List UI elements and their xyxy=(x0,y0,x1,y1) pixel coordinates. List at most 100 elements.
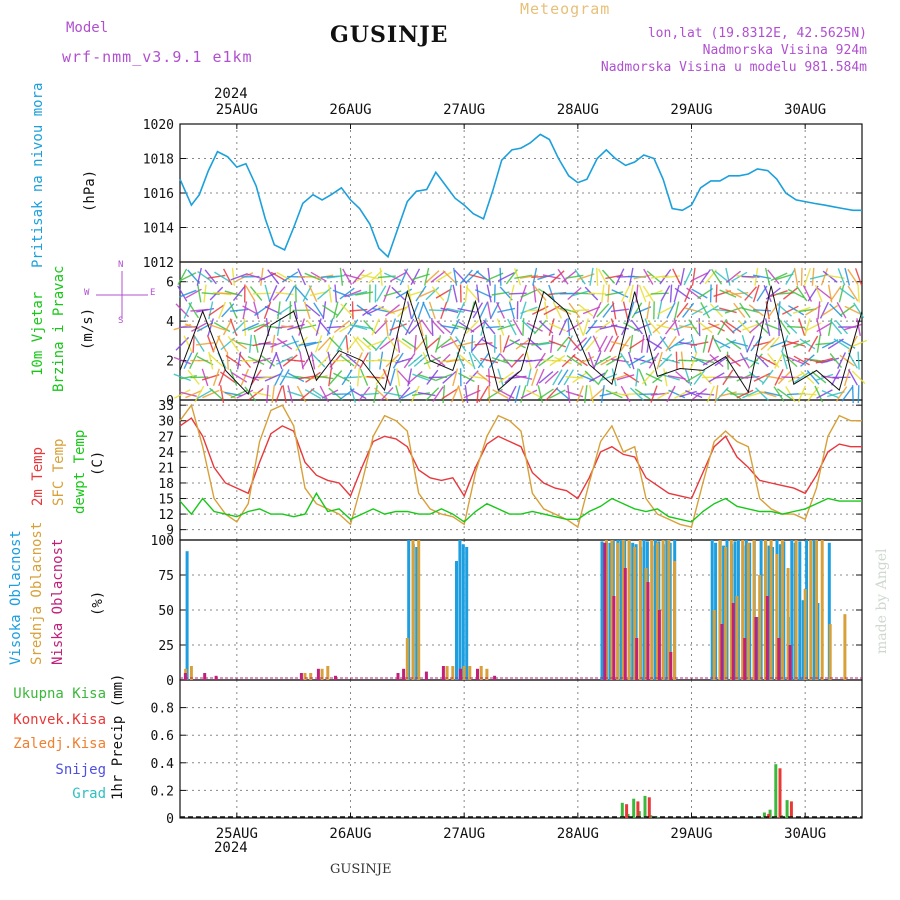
wind-arrow xyxy=(214,271,231,283)
wind-arrow xyxy=(584,385,588,404)
wind-arrow xyxy=(468,351,476,370)
wind-arrow xyxy=(374,336,388,352)
wind-arrow xyxy=(197,284,202,303)
y-tick-label: 1016 xyxy=(143,187,174,202)
wind-arrow xyxy=(721,320,735,334)
wind-arrow xyxy=(629,334,634,353)
y-tick-label: 100 xyxy=(151,534,174,549)
wind-arrow xyxy=(285,285,296,302)
wind-arrow xyxy=(800,267,803,286)
wind-arrow xyxy=(201,368,209,387)
wind-arrow xyxy=(657,301,663,320)
wind-arrow xyxy=(301,352,313,369)
bar-niska-oblacnost xyxy=(316,668,320,680)
wind-arrow xyxy=(440,339,458,349)
elevation-label: Nadmorska Visina 924m xyxy=(702,43,867,58)
wind-arrow xyxy=(755,387,769,401)
wind-arrow xyxy=(232,320,246,334)
bar-srednja-oblacnost xyxy=(405,638,409,680)
wind-arrow xyxy=(192,334,195,353)
bar-niska-oblacnost xyxy=(603,542,607,680)
wind-arrow xyxy=(352,269,365,285)
wind-arrow xyxy=(781,305,799,315)
wind-arrow xyxy=(592,301,602,319)
bar-visoka-oblacnost xyxy=(407,540,411,680)
wind-arrow xyxy=(396,334,401,353)
wind-arrow xyxy=(611,368,617,387)
wind-arrow xyxy=(454,269,468,284)
wind-arrow xyxy=(582,318,589,336)
wind-arrow xyxy=(266,385,269,404)
wind-arrow xyxy=(196,355,214,366)
wind-arrow xyxy=(713,338,731,349)
wind-arrow xyxy=(538,388,554,400)
wind-arrow xyxy=(821,357,840,364)
wind-arrow xyxy=(520,389,538,399)
wind-arrow xyxy=(685,372,702,383)
wind-arrow xyxy=(298,324,317,330)
wind-unit: (m/s) xyxy=(80,307,96,350)
wind-arrow xyxy=(702,323,720,331)
wind-arrow xyxy=(359,352,370,369)
wind-arrow xyxy=(191,322,208,333)
wind-arrow xyxy=(407,370,423,384)
wind-arrow xyxy=(697,288,714,300)
bar-visoka-oblacnost xyxy=(619,540,623,680)
wind-arrow xyxy=(781,351,788,370)
wind-arrow xyxy=(601,284,605,303)
wind-arrow xyxy=(847,369,859,386)
bar-konvek-kisa xyxy=(789,801,793,818)
wind-arrow xyxy=(414,336,428,352)
bar-visoka-oblacnost xyxy=(756,617,760,680)
wind-arrow xyxy=(808,335,819,352)
wind-arrow xyxy=(821,339,839,349)
wind-arrow xyxy=(407,368,413,387)
wind-arrow xyxy=(305,303,321,317)
wind-arrow xyxy=(425,286,440,301)
wind-arrow xyxy=(814,284,823,303)
bar-visoka-oblacnost xyxy=(710,540,714,680)
wind-arrow xyxy=(407,301,413,320)
wind-arrow xyxy=(465,286,479,301)
bar-niska-oblacnost xyxy=(765,596,769,680)
wind-arrow xyxy=(208,304,225,316)
wind-arrow xyxy=(270,339,288,348)
wind-arrow xyxy=(684,368,692,387)
bar-niska-oblacnost xyxy=(402,668,406,680)
coords-label: lon,lat (19.8312E, 42.5625N) xyxy=(647,26,867,41)
wind-arrow xyxy=(491,291,510,296)
wind-arrow xyxy=(816,389,833,399)
wind-arrow xyxy=(753,372,771,382)
wind-arrow xyxy=(736,389,754,399)
wind-arrow xyxy=(258,375,277,380)
wind-arrow xyxy=(748,371,764,384)
wind-arrow xyxy=(509,339,526,349)
bar-visoka-oblacnost xyxy=(415,547,419,680)
wind-arrow xyxy=(253,357,271,364)
wind-arrow xyxy=(450,385,460,403)
wind-arrow xyxy=(340,303,354,318)
wind-arrow xyxy=(248,387,264,401)
bar-srednja-oblacnost xyxy=(815,540,818,680)
wind-arrow xyxy=(264,373,282,382)
wind-arrow xyxy=(811,371,827,384)
wind-arrow xyxy=(321,389,339,399)
wind-arrow xyxy=(549,355,566,367)
series-line-sfc-temp xyxy=(179,403,862,529)
page-title: GUSINJE xyxy=(330,22,449,48)
bar-srednja-oblacnost xyxy=(803,589,807,680)
wind-arrow xyxy=(552,369,563,386)
wind-arrow xyxy=(526,389,544,399)
wind-arrow xyxy=(309,291,328,297)
wind-arrow xyxy=(605,291,624,296)
bar-srednja-oblacnost xyxy=(326,666,330,680)
wind-arrow xyxy=(798,318,806,336)
bar-niska-oblacnost xyxy=(720,624,724,680)
wind-arrow xyxy=(319,385,330,403)
bar-srednja-oblacnost xyxy=(485,668,489,680)
wind-arrow xyxy=(574,269,586,285)
wind-arrow xyxy=(567,318,571,337)
wind-arrow xyxy=(759,355,776,366)
wind-arrow xyxy=(332,301,339,320)
wind-arrow xyxy=(836,302,847,319)
